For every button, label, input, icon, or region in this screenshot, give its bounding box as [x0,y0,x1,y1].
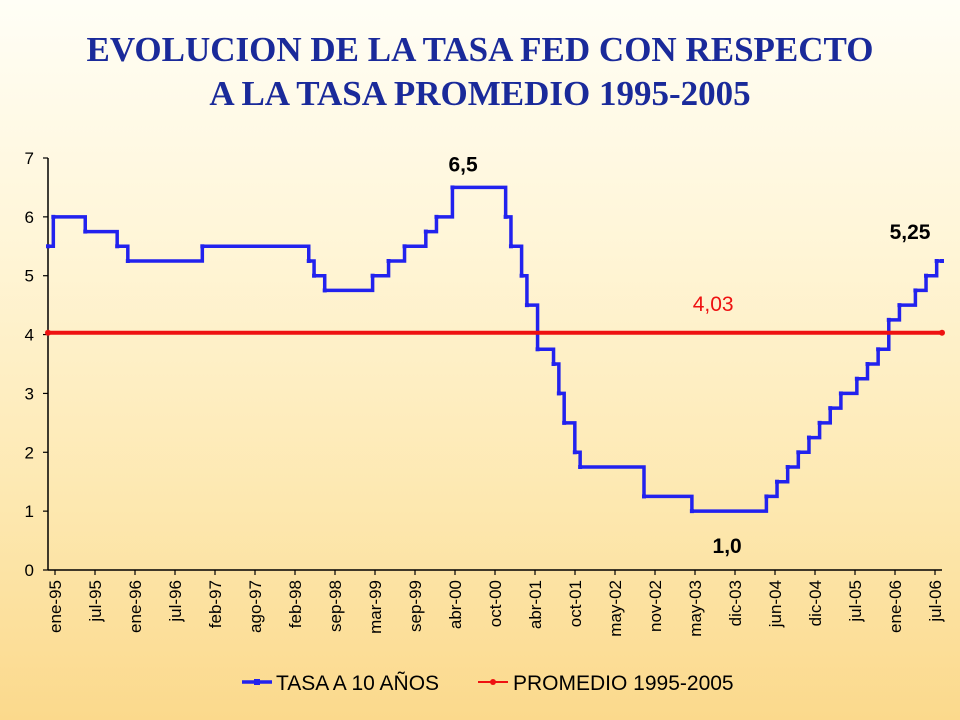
series-point-tasa [551,362,556,366]
series-point-tasa [578,465,583,469]
y-axis-ticks: 0 1 2 3 4 5 6 7 [25,149,48,580]
x-tick-label: jul-05 [846,580,865,623]
series-point-tasa [806,435,811,440]
chart-title: EVOLUCION DE LA TASA FED CON RESPECTO A … [0,28,960,116]
series-point-tasa [115,244,120,249]
series-point-tasa [524,303,529,308]
x-tick-label: nov-02 [646,580,665,632]
x-tick-label: oct-01 [566,580,585,627]
x-tick-label: abr-00 [446,580,465,629]
x-tick-label: feb-98 [286,580,305,628]
y-tick-label: 4 [25,326,34,345]
x-tick-label: sep-98 [326,580,345,632]
series-point-tasa [828,406,833,411]
x-tick-label: jun-04 [766,580,785,628]
x-tick-label: mar-99 [366,580,385,634]
x-tick-label: may-03 [686,580,705,637]
series-point-tasa [886,317,891,322]
legend-label-promedio: PROMEDIO 1995-2005 [513,672,734,695]
y-tick-label: 3 [25,384,34,403]
y-tick-label: 6 [25,208,34,227]
title-line-1: EVOLUCION DE LA TASA FED CON RESPECTO [86,30,874,69]
series-point-tasa [775,479,780,484]
series-point-tasa [535,347,540,352]
series-point-tasa [876,347,881,352]
annotation-label: 6,5 [448,153,478,176]
annotation-label: 5,25 [890,221,931,244]
series-point-tasa [434,214,439,219]
series-point-tasa [519,273,524,278]
x-axis-ticks: ene-95 jul-95 ene-96 jul-96 feb-97 ago-97 feb-… [46,570,945,637]
y-tick-label: 5 [25,267,34,286]
series-point-tasa [306,259,311,263]
y-tick-label: 0 [25,561,34,580]
y-tick-label: 2 [25,443,34,462]
series-point-tasa [764,494,769,499]
x-tick-label: dic-04 [806,580,825,626]
annotations: 6,5 4,03 1,0 5,25 [448,153,930,558]
legend-label-tasa: TASA A 10 AÑOS [276,671,439,695]
series-point-tasa [51,214,56,219]
series-point-tasa [386,259,391,263]
series-point-tasa [556,391,561,396]
series-point-tasa [854,376,859,381]
y-tick-label: 1 [25,502,34,521]
y-tick-label: 7 [25,149,34,168]
series-point-tasa [562,420,567,425]
x-tick-label: dic-03 [726,580,745,626]
series-point-promedio [45,329,51,336]
x-tick-label: abr-01 [526,580,545,629]
series-point-tasa [689,509,694,514]
series-point-tasa [924,273,929,278]
series-point-tasa [508,244,513,249]
x-tick-label: jul-95 [86,580,105,623]
series-point-tasa [838,391,843,396]
series-point-tasa [83,229,88,234]
legend: TASA A 10 AÑOS PROMEDIO 1995-2005 [242,671,734,695]
series-group [45,185,945,514]
series-point-tasa [46,244,50,249]
series-point-tasa [642,494,646,499]
series-point-tasa [913,288,918,293]
axes [47,158,942,571]
series-point-tasa [312,273,317,278]
series-point-tasa [423,229,428,234]
x-tick-label: jul-96 [166,580,185,623]
series-point-tasa [125,259,130,263]
x-tick-label: ene-06 [886,580,905,633]
x-tick-label: feb-97 [206,580,225,628]
series-point-tasa [897,303,902,308]
series-point-tasa [322,288,327,293]
legend-marker-tasa [254,679,260,685]
series-point-tasa [934,259,939,263]
series-point-tasa [370,273,375,278]
x-tick-label: sep-99 [406,580,425,632]
annotation-label: 1,0 [713,535,742,558]
title-line-2: A LA TASA PROMEDIO 1995-2005 [209,74,751,113]
x-tick-label: ene-95 [46,580,65,633]
series-point-tasa [940,259,944,263]
series-point-tasa [450,185,455,190]
legend-marker-promedio [490,679,496,685]
x-tick-label: jul-06 [926,580,945,623]
series-point-tasa [865,362,870,366]
x-tick-label: ene-96 [126,580,145,633]
x-tick-label: oct-00 [486,580,505,627]
series-point-tasa [572,450,577,455]
series-point-tasa [402,244,407,249]
series-point-tasa [503,214,508,219]
series-point-promedio [939,329,945,336]
x-tick-label: may-02 [606,580,625,637]
series-point-tasa [796,450,801,455]
x-tick-label: ago-97 [246,580,265,633]
series-point-tasa [785,465,790,469]
annotation-label: 4,03 [693,293,734,316]
series-point-tasa [200,244,205,249]
series-point-tasa [817,420,822,425]
series-line-tasa-10-anos [48,185,942,513]
